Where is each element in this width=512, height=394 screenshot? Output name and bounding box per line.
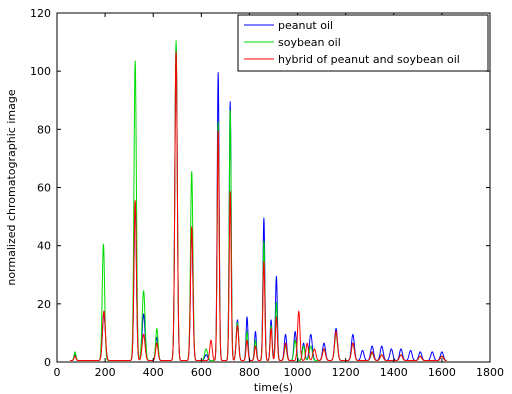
x-tick-label: 1000 (284, 366, 312, 379)
x-axis-label: time(s) (254, 381, 293, 394)
y-tick-label: 100 (30, 65, 51, 78)
legend-label-3: hybrid of peanut and soybean oil (278, 53, 460, 66)
x-tick-label: 400 (143, 366, 164, 379)
y-tick-label: 40 (37, 240, 51, 253)
x-tick-label: 200 (95, 366, 116, 379)
y-tick-label: 120 (30, 7, 51, 20)
y-axis-label: normalized chromatographic image (5, 89, 18, 285)
x-tick-label: 600 (191, 366, 212, 379)
y-tick-label: 20 (37, 298, 51, 311)
x-tick-label: 0 (54, 366, 61, 379)
legend: peanut oil soybean oil hybrid of peanut an… (238, 15, 488, 71)
x-tick-label: 1800 (476, 366, 504, 379)
legend-label-2: soybean oil (278, 36, 341, 49)
y-tick-label: 0 (44, 356, 51, 369)
x-tick-label: 1400 (380, 366, 408, 379)
y-tick-label: 60 (37, 182, 51, 195)
x-tick-label: 1200 (332, 366, 360, 379)
x-tick-label: 1600 (428, 366, 456, 379)
legend-label-1: peanut oil (278, 19, 333, 32)
y-tick-label: 80 (37, 123, 51, 136)
x-tick-label: 800 (239, 366, 260, 379)
